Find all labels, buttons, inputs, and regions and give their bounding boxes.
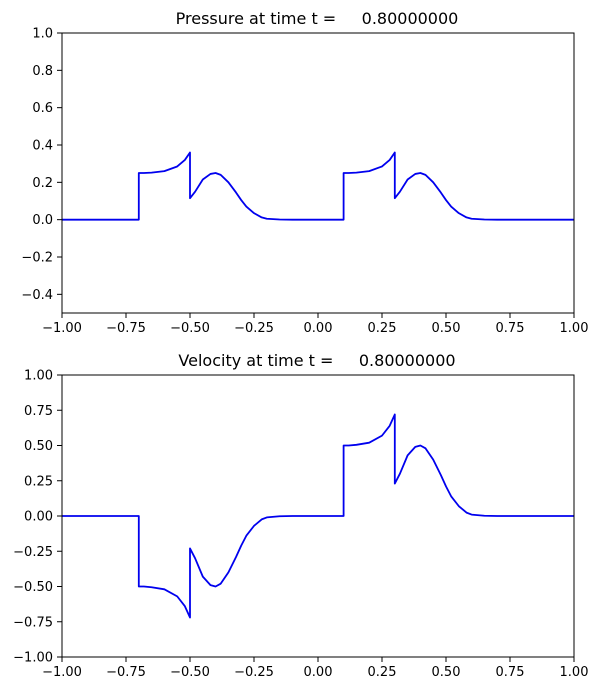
pressure-x-tick-label: −0.50 — [170, 321, 210, 336]
pressure-y-tick-label: 1.0 — [32, 27, 53, 42]
velocity-x-tick-label: 0.25 — [368, 665, 397, 680]
velocity-x-tick-label: 1.00 — [560, 665, 589, 680]
velocity-y-tick-label: −1.00 — [13, 651, 53, 666]
velocity-y-tick-label: −0.25 — [13, 545, 53, 560]
pressure-y-tick-label: −0.4 — [21, 288, 53, 303]
velocity-y-tick-label: 0.00 — [24, 510, 53, 525]
velocity-y-tick-label: 0.25 — [24, 474, 53, 489]
pressure-x-tick-label: 0.50 — [432, 321, 461, 336]
velocity-series-line — [62, 413, 574, 619]
velocity-panel: Velocity at time t = 0.80000000 −1.00 −0.… — [13, 351, 588, 680]
velocity-x-tick-label: 0.50 — [432, 665, 461, 680]
pressure-x-tick-label: −0.25 — [234, 321, 274, 336]
pressure-y-tick-label: 0.2 — [32, 176, 53, 191]
pressure-y-tick-label: 0.8 — [32, 64, 53, 79]
pressure-ticks: −1.00 −0.75 −0.50 −0.25 0.00 0.25 0.50 0.75 1.00… — [21, 27, 588, 337]
pressure-y-tick-label: −0.2 — [21, 251, 53, 266]
velocity-x-tick-label: −0.50 — [170, 665, 210, 680]
pressure-x-tick-label: 1.00 — [560, 321, 589, 336]
pressure-y-tick-label: 0.6 — [32, 101, 53, 116]
velocity-axes-frame — [61, 374, 575, 658]
pressure-x-tick-label: 0.75 — [496, 321, 525, 336]
velocity-x-tick-label: −1.00 — [42, 665, 82, 680]
pressure-series-line — [62, 151, 574, 221]
pressure-y-tick-label: 0.0 — [32, 213, 53, 228]
pressure-y-tick-label: 0.4 — [32, 139, 53, 154]
velocity-y-tick-label: 0.75 — [24, 404, 53, 419]
velocity-y-tick-label: 1.00 — [24, 369, 53, 384]
pressure-x-tick-label: −1.00 — [42, 321, 82, 336]
velocity-x-tick-label: 0.75 — [496, 665, 525, 680]
velocity-y-tick-label: −0.75 — [13, 615, 53, 630]
velocity-x-tick-label: −0.25 — [234, 665, 274, 680]
velocity-y-tick-label: −0.50 — [13, 580, 53, 595]
pressure-panel: Pressure at time t = 0.80000000 −1.00 −0.… — [21, 9, 588, 336]
pressure-x-tick-label: −0.75 — [106, 321, 146, 336]
velocity-ticks: −1.00 −0.75 −0.50 −0.25 0.00 0.25 0.50 0.75 1.00… — [13, 369, 588, 681]
pressure-chart-title: Pressure at time t = 0.80000000 — [176, 9, 459, 28]
pressure-x-tick-label: 0.00 — [304, 321, 333, 336]
velocity-y-tick-label: 0.50 — [24, 439, 53, 454]
pressure-x-tick-label: 0.25 — [368, 321, 397, 336]
pressure-axes-frame — [61, 32, 575, 314]
velocity-x-tick-label: −0.75 — [106, 665, 146, 680]
velocity-chart-title: Velocity at time t = 0.80000000 — [178, 351, 455, 370]
velocity-x-tick-label: 0.00 — [304, 665, 333, 680]
